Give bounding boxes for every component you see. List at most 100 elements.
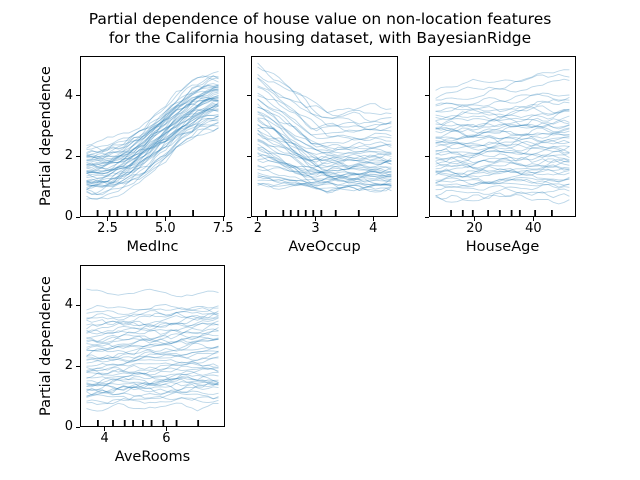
ice-line bbox=[257, 129, 392, 169]
ice-line bbox=[86, 352, 219, 367]
ice-line bbox=[86, 88, 219, 165]
ice-line bbox=[86, 94, 219, 166]
ice-line bbox=[435, 177, 570, 184]
ice-line bbox=[86, 102, 219, 184]
ice-line bbox=[86, 360, 219, 376]
figure-title: Partial dependence of house value on non… bbox=[0, 10, 640, 48]
ice-line bbox=[435, 168, 570, 178]
x-tick-label: 6 bbox=[162, 431, 171, 446]
ice-line bbox=[86, 391, 219, 400]
ice-line bbox=[435, 173, 570, 184]
ice-line bbox=[86, 75, 219, 146]
ice-line bbox=[257, 95, 392, 140]
ice-line bbox=[435, 176, 570, 186]
ice-line bbox=[86, 307, 219, 320]
ice-line bbox=[86, 115, 219, 195]
ice-line bbox=[86, 127, 219, 200]
ice-line bbox=[86, 100, 219, 179]
ice-line bbox=[435, 164, 570, 175]
ice-line bbox=[86, 90, 219, 169]
ice-line bbox=[86, 104, 219, 183]
axes-spines bbox=[80, 56, 225, 217]
y-tick-label: 4 bbox=[64, 297, 73, 313]
ice-line bbox=[86, 96, 219, 177]
ice-line bbox=[257, 172, 392, 186]
x-tick-label: 5.0 bbox=[154, 221, 176, 236]
ice-line bbox=[86, 105, 219, 184]
x-tick bbox=[222, 217, 224, 221]
ice-line bbox=[257, 147, 392, 180]
ice-line bbox=[257, 143, 392, 176]
ice-line bbox=[86, 402, 219, 412]
ice-line bbox=[86, 83, 219, 160]
ice-line bbox=[435, 93, 570, 106]
y-tick-label: 2 bbox=[64, 358, 73, 374]
ice-line bbox=[86, 335, 219, 349]
ice-line bbox=[86, 365, 219, 379]
ice-line bbox=[435, 69, 570, 91]
ice-line bbox=[86, 311, 219, 326]
ice-line bbox=[257, 77, 392, 125]
ice-line bbox=[435, 187, 570, 197]
ice-line bbox=[435, 132, 570, 144]
ice-line bbox=[86, 127, 219, 196]
y-tick bbox=[247, 155, 251, 157]
ice-line bbox=[86, 345, 219, 362]
panel-houseage-plot bbox=[429, 56, 576, 217]
x-tick bbox=[104, 427, 106, 431]
title-line-1: Partial dependence of house value on non… bbox=[88, 10, 552, 28]
ice-line bbox=[86, 397, 219, 405]
ice-line bbox=[257, 92, 392, 136]
ice-line bbox=[86, 118, 219, 195]
ice-line bbox=[86, 327, 219, 344]
x-tick-label: 3 bbox=[311, 221, 320, 236]
ice-line bbox=[86, 315, 219, 330]
ice-line bbox=[86, 99, 219, 174]
ice-line bbox=[257, 133, 392, 171]
ice-line bbox=[435, 191, 570, 200]
ice-line bbox=[435, 158, 570, 168]
ice-line bbox=[257, 117, 392, 160]
ice-line bbox=[86, 328, 219, 343]
ice-line bbox=[435, 194, 570, 205]
x-tick bbox=[474, 217, 476, 221]
ice-line bbox=[86, 368, 219, 385]
ice-line bbox=[86, 106, 219, 184]
y-tick bbox=[425, 216, 429, 218]
x-tick-label: 4 bbox=[369, 221, 378, 236]
ice-line bbox=[435, 182, 570, 188]
ice-line bbox=[435, 137, 570, 147]
ice-line bbox=[257, 133, 392, 169]
ice-line bbox=[86, 373, 219, 388]
ice-line bbox=[435, 146, 570, 157]
ice-line bbox=[86, 97, 219, 172]
ice-line bbox=[257, 126, 392, 166]
ice-line bbox=[86, 84, 219, 151]
ice-line bbox=[86, 88, 219, 157]
x-axis-label: MedInc bbox=[126, 239, 179, 255]
ice-line bbox=[86, 70, 219, 152]
ice-line bbox=[86, 350, 219, 364]
ice-line bbox=[435, 165, 570, 173]
ice-line bbox=[435, 100, 570, 113]
title-line-2: for the California housing dataset, with… bbox=[108, 29, 532, 47]
axes-spines bbox=[80, 265, 225, 427]
ice-line bbox=[86, 92, 219, 173]
ice-line bbox=[86, 96, 219, 173]
ice-line bbox=[435, 140, 570, 152]
ice-line bbox=[257, 106, 392, 151]
ice-line bbox=[86, 77, 219, 160]
panel-averooms-plot bbox=[80, 265, 225, 427]
ice-line bbox=[86, 356, 219, 370]
y-tick bbox=[247, 216, 251, 218]
ice-line bbox=[435, 184, 570, 191]
axes-spines bbox=[251, 56, 398, 217]
ice-line bbox=[435, 161, 570, 171]
y-axis-label: Partial dependence bbox=[38, 66, 54, 207]
ice-line bbox=[86, 108, 219, 175]
ice-line bbox=[257, 140, 392, 173]
x-tick bbox=[315, 217, 317, 221]
ice-line bbox=[86, 377, 219, 390]
ice-line bbox=[86, 119, 219, 186]
ice-line bbox=[86, 109, 219, 187]
